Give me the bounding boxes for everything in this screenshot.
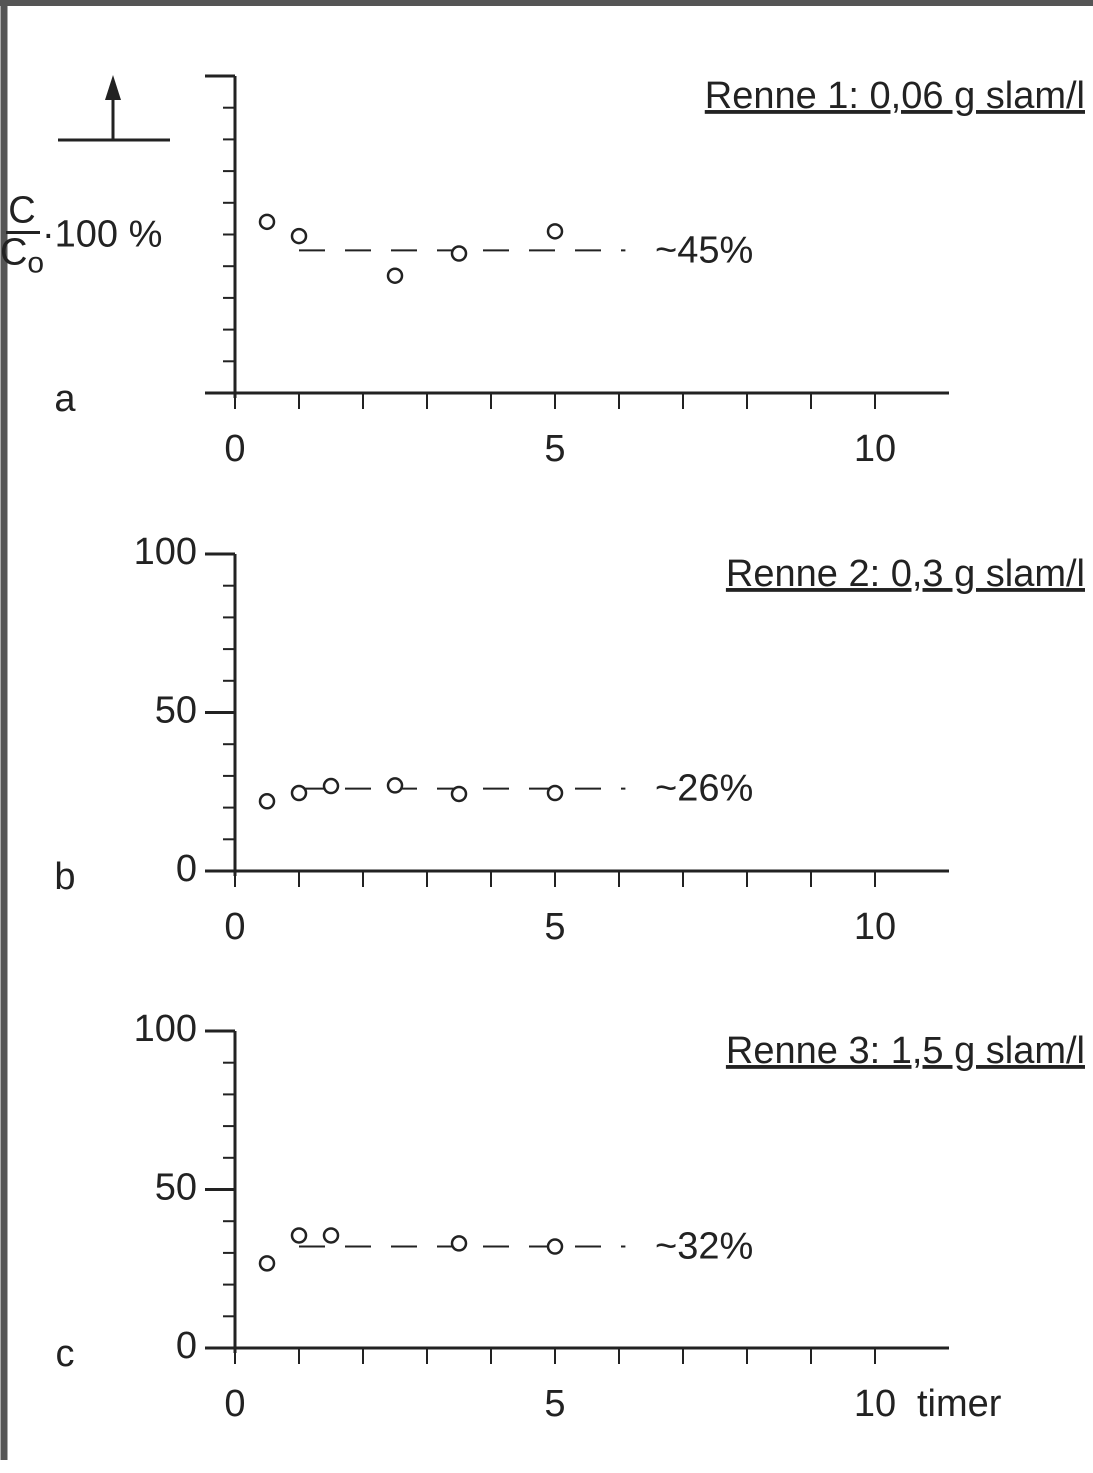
- panel-title: Renne 2: 0,3 g slam/l: [726, 553, 1085, 595]
- data-point: [290, 1227, 308, 1244]
- panel-label: a: [54, 378, 76, 420]
- data-point: [546, 1238, 564, 1255]
- y-tick-label: 0: [176, 848, 197, 890]
- mean-annotation: ~26%: [655, 768, 753, 810]
- x-tick-label: 10: [854, 906, 896, 948]
- x-tick-label: 5: [544, 1383, 565, 1425]
- x-tick-label: 10: [854, 428, 896, 470]
- ylabel-rest: ·100 %: [42, 214, 162, 256]
- data-point: [322, 777, 340, 795]
- data-point: [546, 223, 564, 240]
- data-point: [322, 1227, 340, 1244]
- data-point: [290, 227, 308, 245]
- data-point: [450, 245, 468, 262]
- y-tick-label: 50: [155, 690, 197, 732]
- x-tick-label: 5: [544, 906, 565, 948]
- data-point: [546, 784, 564, 802]
- x-tick-label: 0: [224, 1383, 245, 1425]
- data-point: [258, 1255, 276, 1272]
- y-tick-label: 100: [134, 531, 197, 573]
- data-point: [258, 793, 276, 810]
- arrow-head: [105, 75, 121, 100]
- y-tick-label: 0: [176, 1325, 197, 1367]
- ylabel-subscript: o: [27, 246, 44, 279]
- data-point: [386, 267, 404, 284]
- x-tick-label: 10: [854, 1383, 896, 1425]
- panel-title: Renne 3: 1,5 g slam/l: [726, 1030, 1085, 1072]
- x-axis-label: timer: [917, 1383, 1002, 1425]
- panel-label: b: [54, 856, 75, 898]
- x-tick-label: 0: [224, 428, 245, 470]
- data-point: [290, 784, 308, 802]
- x-tick-label: 5: [544, 428, 565, 470]
- ylabel-numerator: C: [8, 190, 35, 232]
- data-point: [386, 777, 404, 794]
- data-point: [258, 213, 276, 231]
- data-point: [450, 1235, 468, 1252]
- x-tick-label: 0: [224, 906, 245, 948]
- panel-label: c: [56, 1333, 75, 1375]
- data-point: [450, 785, 468, 803]
- mean-annotation: ~32%: [655, 1226, 753, 1268]
- panel-title: Renne 1: 0,06 g slam/l: [705, 75, 1085, 117]
- y-tick-label: 100: [134, 1008, 197, 1050]
- y-tick-label: 50: [155, 1167, 197, 1209]
- mean-annotation: ~45%: [655, 229, 753, 271]
